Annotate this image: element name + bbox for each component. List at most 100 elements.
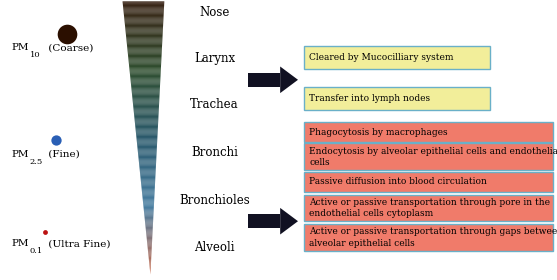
Polygon shape: [125, 24, 163, 25]
Polygon shape: [135, 123, 158, 124]
Polygon shape: [126, 31, 163, 32]
Polygon shape: [145, 221, 153, 222]
Polygon shape: [143, 201, 154, 202]
Polygon shape: [149, 264, 151, 265]
Polygon shape: [143, 204, 154, 205]
Text: Alveoli: Alveoli: [194, 241, 234, 254]
Polygon shape: [126, 32, 163, 33]
Polygon shape: [130, 72, 160, 73]
Text: Larynx: Larynx: [194, 52, 235, 65]
Polygon shape: [146, 238, 152, 239]
Text: Active or passive transportation through gaps between
alveolar epithelial cells: Active or passive transportation through…: [309, 227, 557, 248]
Polygon shape: [145, 220, 153, 221]
Polygon shape: [127, 46, 162, 47]
Polygon shape: [125, 20, 163, 22]
Polygon shape: [134, 112, 159, 113]
Text: (Fine): (Fine): [45, 150, 80, 159]
Polygon shape: [136, 133, 158, 134]
Polygon shape: [137, 142, 157, 143]
Polygon shape: [129, 63, 161, 64]
Polygon shape: [146, 229, 153, 230]
Polygon shape: [130, 76, 160, 77]
Polygon shape: [136, 130, 158, 132]
Polygon shape: [136, 140, 157, 141]
Polygon shape: [148, 251, 152, 252]
Polygon shape: [133, 100, 159, 101]
Polygon shape: [123, 4, 164, 5]
Polygon shape: [132, 95, 159, 96]
Polygon shape: [131, 88, 160, 89]
Polygon shape: [133, 103, 159, 104]
Polygon shape: [138, 149, 157, 150]
Polygon shape: [139, 164, 156, 165]
Polygon shape: [148, 249, 152, 250]
Polygon shape: [128, 58, 162, 59]
Polygon shape: [125, 27, 163, 28]
Polygon shape: [126, 39, 163, 41]
Polygon shape: [144, 212, 154, 213]
Polygon shape: [135, 124, 158, 125]
Polygon shape: [134, 113, 159, 114]
Polygon shape: [123, 7, 164, 8]
Polygon shape: [144, 208, 154, 209]
Text: Bronchi: Bronchi: [191, 146, 238, 159]
Polygon shape: [138, 156, 157, 157]
Polygon shape: [139, 157, 157, 158]
Polygon shape: [146, 230, 153, 231]
FancyBboxPatch shape: [304, 122, 553, 142]
Polygon shape: [138, 148, 157, 149]
Polygon shape: [141, 187, 155, 188]
Polygon shape: [133, 105, 159, 106]
Polygon shape: [131, 81, 160, 82]
Polygon shape: [141, 184, 155, 185]
Polygon shape: [280, 67, 298, 93]
Polygon shape: [125, 29, 163, 30]
Polygon shape: [137, 144, 157, 145]
Polygon shape: [130, 77, 160, 78]
Polygon shape: [134, 116, 159, 117]
Polygon shape: [130, 78, 160, 79]
Polygon shape: [143, 196, 154, 197]
Polygon shape: [130, 74, 160, 75]
Polygon shape: [141, 188, 155, 189]
Polygon shape: [143, 200, 154, 201]
Polygon shape: [144, 215, 153, 216]
Polygon shape: [145, 219, 153, 220]
Polygon shape: [141, 186, 155, 187]
Polygon shape: [128, 55, 162, 56]
Polygon shape: [134, 108, 159, 109]
Polygon shape: [136, 137, 158, 138]
Polygon shape: [131, 85, 160, 86]
Polygon shape: [134, 114, 159, 115]
Polygon shape: [145, 225, 153, 226]
FancyBboxPatch shape: [248, 214, 280, 228]
Polygon shape: [136, 134, 158, 135]
Text: Transfer into lymph nodes: Transfer into lymph nodes: [309, 94, 430, 103]
Polygon shape: [149, 258, 152, 259]
Polygon shape: [149, 266, 151, 267]
Polygon shape: [131, 91, 160, 92]
Polygon shape: [124, 16, 164, 17]
Polygon shape: [149, 265, 151, 266]
Polygon shape: [142, 191, 155, 192]
Polygon shape: [130, 80, 160, 81]
Polygon shape: [141, 190, 155, 191]
Polygon shape: [134, 115, 159, 116]
Text: PM: PM: [11, 150, 28, 159]
Polygon shape: [136, 139, 157, 140]
Polygon shape: [124, 13, 164, 14]
Polygon shape: [123, 6, 164, 7]
Polygon shape: [145, 226, 153, 227]
Polygon shape: [136, 132, 158, 133]
Polygon shape: [124, 11, 164, 12]
Polygon shape: [126, 36, 163, 37]
Polygon shape: [131, 84, 160, 85]
Polygon shape: [141, 185, 155, 186]
Polygon shape: [131, 83, 160, 84]
Polygon shape: [147, 240, 152, 241]
Polygon shape: [148, 254, 152, 255]
Polygon shape: [126, 37, 163, 38]
Polygon shape: [138, 153, 157, 154]
Polygon shape: [128, 56, 162, 57]
Polygon shape: [144, 206, 154, 207]
